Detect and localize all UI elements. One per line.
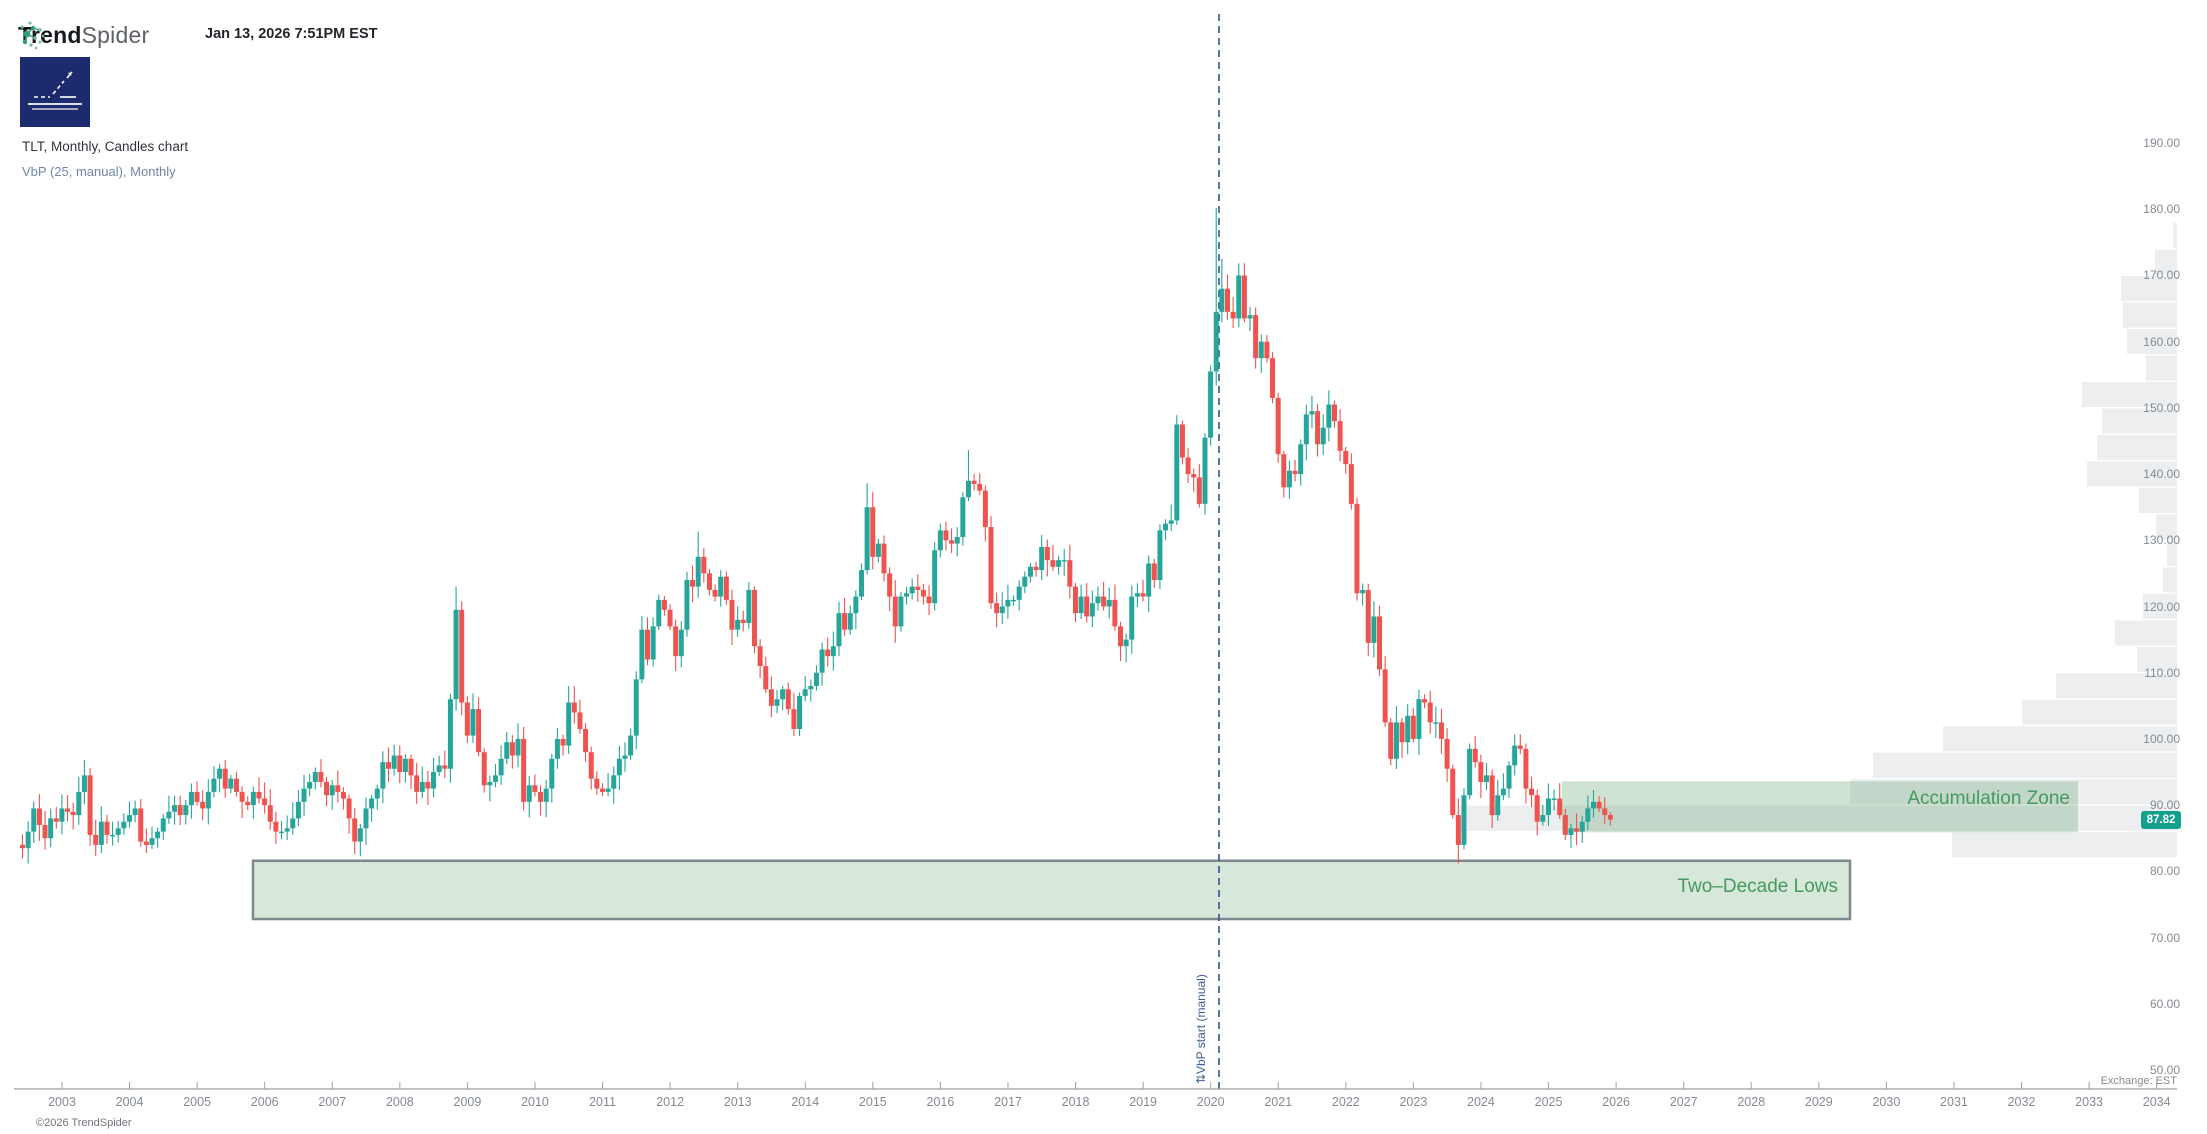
watermark-text-line xyxy=(28,103,82,105)
copyright-label: ©2026 TrendSpider xyxy=(36,1117,132,1129)
indicator-title[interactable]: VbP (25, manual), Monthly xyxy=(22,164,176,179)
volume-profile-layer xyxy=(1459,223,2177,858)
price-axis-label: 130.00 xyxy=(2143,533,2180,548)
exchange-label: Exchange: EST xyxy=(2100,1075,2177,1087)
year-axis-label: 2020 xyxy=(1196,1095,1225,1109)
price-axis-label-50: 50.00 xyxy=(2149,1063,2180,1077)
accumulation-zone-zone[interactable] xyxy=(1562,781,2078,833)
price-axis-label: 140.00 xyxy=(2143,467,2180,482)
two-decade-lows-zone[interactable] xyxy=(251,859,1852,921)
year-axis-label: 2028 xyxy=(1737,1095,1766,1109)
year-axis-label: 2024 xyxy=(1467,1095,1495,1109)
chart-watermark-logo xyxy=(20,57,90,127)
price-axis-label: 120.00 xyxy=(2143,599,2180,614)
year-axis-label: 2003 xyxy=(48,1095,76,1109)
year-axis-label: 2022 xyxy=(1331,1095,1360,1109)
last-price-badge: 87.82 xyxy=(2141,811,2181,829)
year-axis-label: 2011 xyxy=(589,1095,616,1109)
year-axis-label: 2009 xyxy=(453,1095,482,1109)
year-axis-label: 2007 xyxy=(318,1095,347,1109)
year-axis-label: 2027 xyxy=(1669,1095,1698,1109)
brand-wordmark: TrendSpider xyxy=(18,21,150,48)
trendspider-brand: TrendSpider xyxy=(18,20,149,50)
updown-arrows-icon: ⇅ xyxy=(1194,1073,1208,1084)
year-axis-label: 2018 xyxy=(1061,1095,1090,1109)
year-axis-label: 2017 xyxy=(994,1095,1022,1109)
symbol-title: TLT, Monthly, Candles chart xyxy=(22,139,189,154)
year-axis-label: 2015 xyxy=(858,1095,887,1109)
year-axis-label: 2019 xyxy=(1129,1095,1158,1109)
trendspider-logo-icon xyxy=(20,21,45,50)
year-axis-label: 2033 xyxy=(2075,1095,2103,1109)
year-axis-label: 2005 xyxy=(183,1095,212,1109)
price-axis-label: 100.00 xyxy=(2143,731,2180,746)
price-axis-label: 70.00 xyxy=(2149,930,2180,945)
price-axis-label: 150.00 xyxy=(2143,400,2180,415)
year-axis-label: 2016 xyxy=(926,1095,955,1109)
watermark-trendline-icon xyxy=(34,71,76,98)
year-axis-label: 2006 xyxy=(250,1095,279,1109)
year-axis-label: 2029 xyxy=(1804,1095,1833,1109)
year-axis-label: 2023 xyxy=(1399,1095,1428,1109)
year-axis-label: 2013 xyxy=(723,1095,752,1109)
price-axis-label: 160.00 xyxy=(2143,334,2180,349)
price-axis-label: 170.00 xyxy=(2143,268,2180,283)
year-axis-label: 2031 xyxy=(1940,1095,1968,1109)
two-decade-lows-label[interactable]: Two–Decade Lows xyxy=(1677,876,1838,897)
price-axis-label: 60.00 xyxy=(2149,996,2180,1011)
accumulation-zone-label[interactable]: Accumulation Zone xyxy=(1907,788,2070,809)
year-axis-label: 2025 xyxy=(1534,1095,1563,1109)
year-axis-label: 2004 xyxy=(115,1095,144,1109)
price-axis-label: 180.00 xyxy=(2143,202,2180,217)
candles-layer xyxy=(20,207,1613,864)
year-axis-label: 2010 xyxy=(521,1095,549,1109)
year-axis-label: 2030 xyxy=(1872,1095,1901,1109)
year-axis-label: 2032 xyxy=(2007,1095,2036,1109)
x-axis-layer xyxy=(14,1082,2177,1090)
price-axis-label: 110.00 xyxy=(2144,665,2180,680)
vbp-start-line-label[interactable]: ⇅ VbP start (manual) xyxy=(1194,974,1208,1084)
year-axis-label: 2034 xyxy=(2142,1095,2171,1109)
year-axis-label: 2026 xyxy=(1602,1095,1631,1109)
annotation-zones-layer xyxy=(251,781,2078,921)
price-axis-label: 90.00 xyxy=(2149,798,2180,813)
year-axis-label: 2008 xyxy=(385,1095,414,1109)
year-axis-label: 2012 xyxy=(656,1095,685,1109)
price-axis-label: 80.00 xyxy=(2149,864,2180,879)
chart-timestamp: Jan 13, 2026 7:51PM EST xyxy=(205,26,378,42)
watermark-text-line xyxy=(32,108,78,110)
year-axis-label: 2021 xyxy=(1264,1095,1293,1109)
price-axis-label: 190.00 xyxy=(2143,136,2180,150)
year-axis-label: 2014 xyxy=(791,1095,820,1109)
